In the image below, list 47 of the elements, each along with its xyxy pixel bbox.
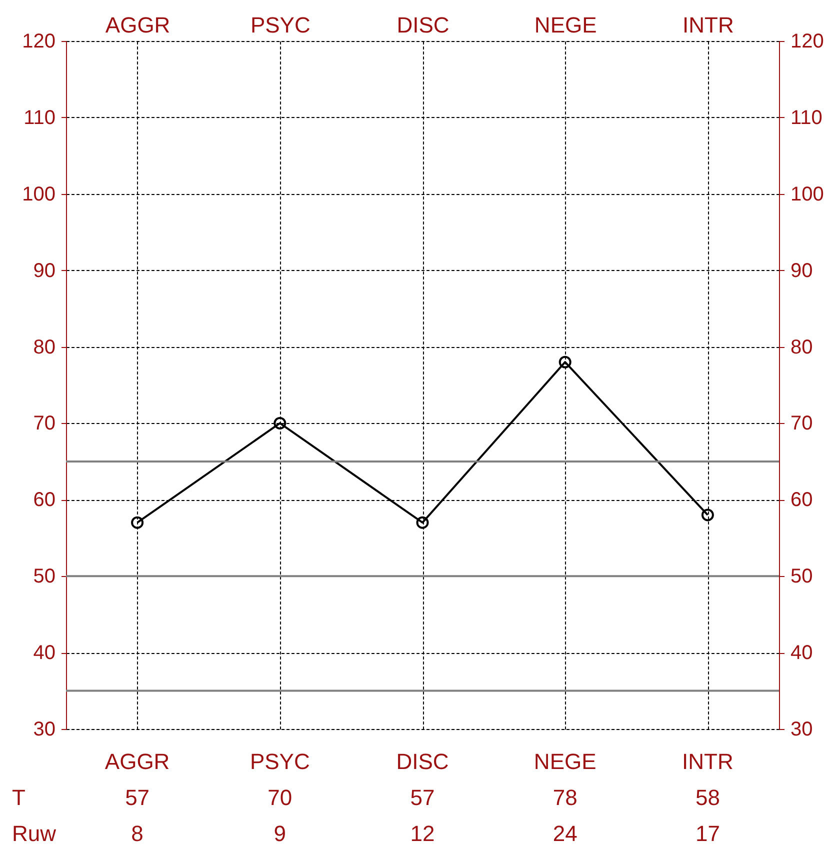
- x-tick-label: INTR: [682, 12, 734, 38]
- y2-tick-label: 80: [790, 336, 813, 358]
- point: [701, 508, 714, 522]
- data-label: 70: [268, 785, 292, 810]
- y2-tick-label: 70: [790, 412, 813, 435]
- y-tick-label: 110: [24, 106, 56, 129]
- y2-tick-label: 60: [790, 489, 813, 512]
- y-tick-label: 40: [33, 642, 56, 664]
- y-tick-label: 100: [22, 183, 56, 206]
- y-tick-label: 70: [33, 412, 56, 435]
- y2-tick-label: 120: [790, 30, 824, 52]
- y2-tick-label: 90: [790, 260, 813, 282]
- text: 8: [131, 821, 144, 846]
- y2-tick-label: 50: [790, 566, 813, 588]
- text: Ruw: [12, 821, 56, 846]
- y2-tick-label: 40: [790, 642, 813, 664]
- text: 17: [695, 821, 720, 846]
- text: 24: [552, 821, 578, 846]
- y2-tick-label: 100: [790, 183, 824, 206]
- point: [416, 516, 429, 529]
- point: [274, 416, 286, 430]
- text: 12: [410, 821, 435, 846]
- text: T: [12, 785, 26, 810]
- x-tick-label: DISC: [396, 12, 450, 38]
- y-tick-label: 30: [33, 718, 56, 740]
- y2-tick-label: 30: [790, 718, 813, 740]
- y-tick-label: 90: [33, 260, 56, 282]
- category-label: PSYC: [250, 749, 310, 774]
- y-tick-label: 50: [33, 566, 56, 588]
- y-tick-label: 60: [33, 489, 56, 512]
- data-label: 57: [410, 785, 435, 810]
- data-label: 57: [125, 785, 150, 810]
- x-tick-label: NEGE: [534, 12, 597, 38]
- text: 9: [274, 821, 286, 846]
- y2-tick-label: 110: [790, 106, 822, 129]
- data-label: 58: [695, 785, 720, 810]
- point: [131, 516, 144, 529]
- x-tick-label: AGGR: [105, 12, 170, 38]
- category-label: DISC: [396, 749, 449, 774]
- data-label: 78: [552, 785, 578, 810]
- point: [558, 356, 572, 368]
- y-tick-label: 80: [33, 336, 56, 358]
- y-tick-label: 120: [22, 30, 56, 52]
- category-label: AGGR: [104, 749, 170, 774]
- category-label: INTR: [682, 749, 734, 774]
- x-tick-label: PSYC: [250, 12, 310, 38]
- category-label: NEGE: [534, 749, 596, 774]
